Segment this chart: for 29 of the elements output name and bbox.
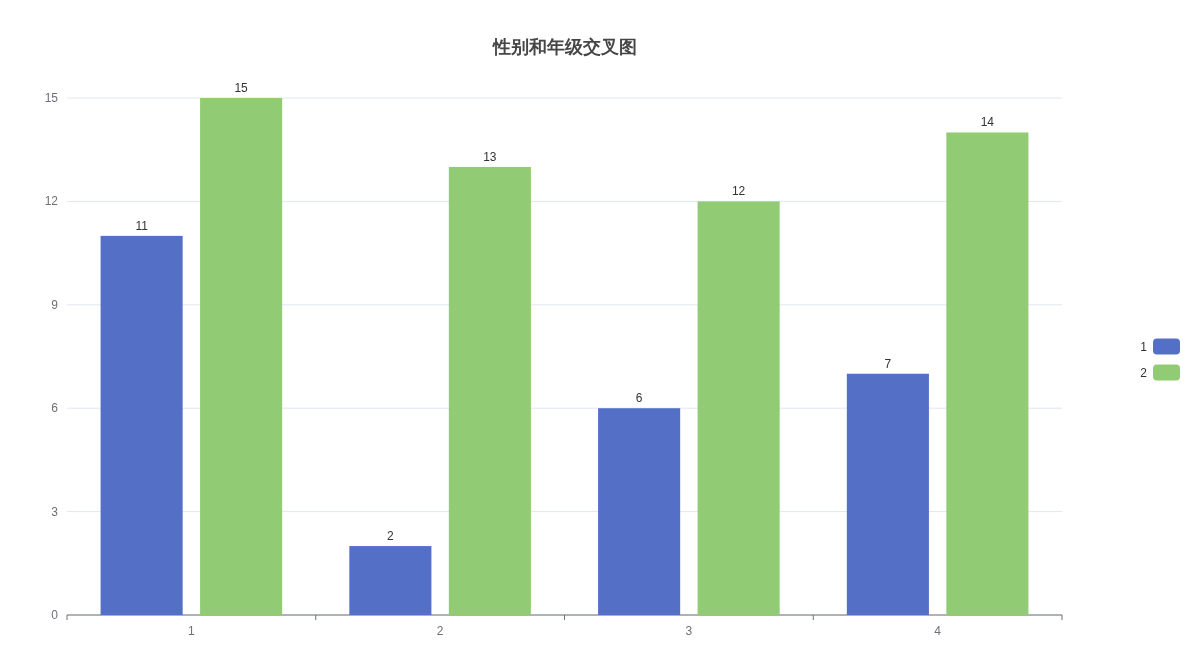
data-label: 2 (387, 529, 395, 544)
y-tick-label: 3 (51, 504, 59, 519)
data-label: 15 (234, 81, 249, 95)
y-tick-label: 0 (51, 608, 59, 622)
x-tick-label: 1 (188, 624, 196, 638)
y-tick-label: 6 (51, 401, 59, 416)
bar (448, 166, 531, 615)
data-label: 6 (635, 391, 643, 406)
bar (697, 201, 780, 615)
y-tick-label: 9 (51, 297, 59, 312)
y-tick-label: 15 (44, 91, 59, 105)
data-label: 12 (731, 184, 746, 199)
x-tick-label: 3 (685, 624, 693, 638)
data-label: 14 (980, 115, 995, 130)
legend-label: 2 (1140, 365, 1148, 380)
data-label: 7 (884, 356, 892, 371)
data-label: 11 (135, 218, 149, 233)
data-label: 13 (483, 149, 497, 164)
bar (598, 408, 681, 615)
y-tick-label: 12 (44, 194, 59, 209)
bar (349, 546, 432, 615)
bar (946, 132, 1029, 615)
x-tick-label: 2 (436, 624, 444, 638)
bar (846, 373, 929, 615)
chart-title: 性别和年级交叉图 (491, 37, 637, 57)
legend-label: 1 (1140, 339, 1148, 354)
bar (100, 235, 183, 615)
x-tick-label: 4 (934, 624, 942, 638)
bar (200, 98, 283, 615)
